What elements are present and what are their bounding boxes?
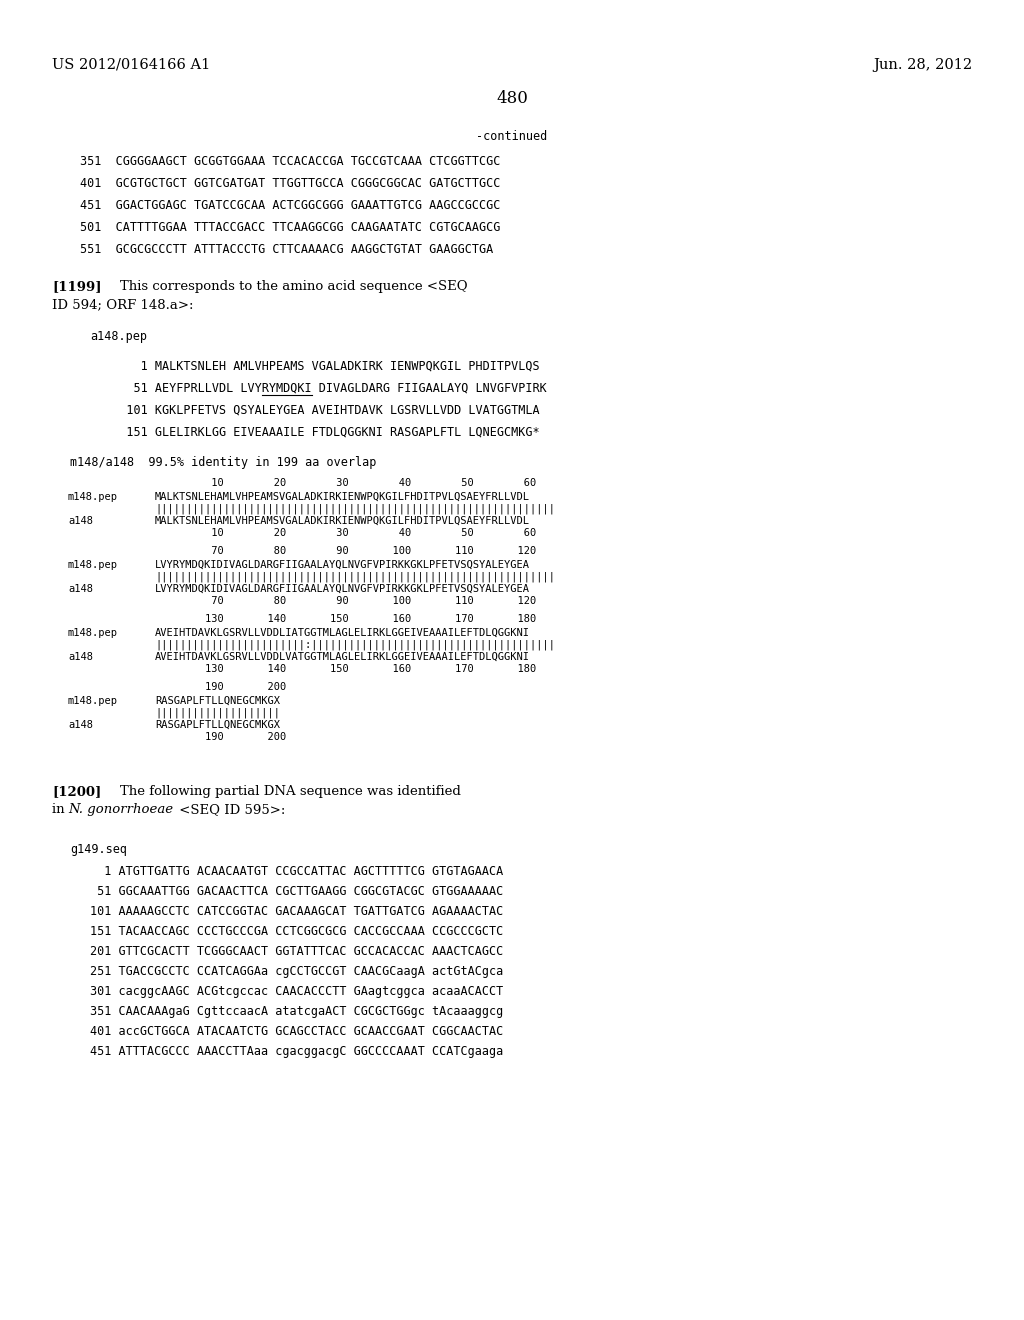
Text: 401  GCGTGCTGCT GGTCGATGAT TTGGTTGCCA CGGGCGGCAC GATGCTTGCC: 401 GCGTGCTGCT GGTCGATGAT TTGGTTGCCA CGG… [80,177,501,190]
Text: LVYRYMDQKIDIVAGLDARGFIIGAALAYQLNVGFVPIRKKGKLPFETVSQSYALEYGEA: LVYRYMDQKIDIVAGLDARGFIIGAALAYQLNVGFVPIRK… [155,560,530,570]
Text: m148.pep: m148.pep [68,628,118,638]
Text: 190       200: 190 200 [155,682,287,692]
Text: MALKTSNLEHAMLVHPEAMSVGALADKIRKIENWPQKGILFHDITPVLQSAEYFRLLVDL: MALKTSNLEHAMLVHPEAMSVGALADKIRKIENWPQKGIL… [155,492,530,502]
Text: 551  GCGCGCCCTT ATTTACCCTG CTTCAAAACG AAGGCTGTAT GAAGGCTGA: 551 GCGCGCCCTT ATTTACCCTG CTTCAAAACG AAG… [80,243,494,256]
Text: 451  GGACTGGAGC TGATCCGCAA ACTCGGCGGG GAAATTGTCG AAGCCGCCGC: 451 GGACTGGAGC TGATCCGCAA ACTCGGCGGG GAA… [80,199,501,213]
Text: -continued: -continued [476,129,548,143]
Text: AVEIHTDAVKLGSRVLLVDDLVATGGTMLAGLELIRKLGGEIVEAAAILEFTDLQGGKNI: AVEIHTDAVKLGSRVLLVDDLVATGGTMLAGLELIRKLGG… [155,652,530,663]
Text: a148: a148 [68,583,93,594]
Text: m148.pep: m148.pep [68,696,118,706]
Text: m148/a148  99.5% identity in 199 aa overlap: m148/a148 99.5% identity in 199 aa overl… [70,455,377,469]
Text: [1200]: [1200] [52,785,101,799]
Text: a148: a148 [68,719,93,730]
Text: RASGAPLFTLLQNEGCMKGX: RASGAPLFTLLQNEGCMKGX [155,696,280,706]
Text: 351  CGGGGAAGCT GCGGTGGAAA TCCACACCGA TGCCGTCAAA CTCGGTTCGC: 351 CGGGGAAGCT GCGGTGGAAA TCCACACCGA TGC… [80,154,501,168]
Text: 130       140       150       160       170       180: 130 140 150 160 170 180 [155,664,537,675]
Text: a148: a148 [68,516,93,525]
Text: 130       140       150       160       170       180: 130 140 150 160 170 180 [155,614,537,624]
Text: 10        20        30        40        50        60: 10 20 30 40 50 60 [155,478,537,488]
Text: ||||||||||||||||||||: |||||||||||||||||||| [155,708,280,718]
Text: m148.pep: m148.pep [68,560,118,570]
Text: a148.pep: a148.pep [90,330,147,343]
Text: 501  CATTTTGGAA TTTACCGACC TTCAAGGCGG CAAGAATATC CGTGCAAGCG: 501 CATTTTGGAA TTTACCGACC TTCAAGGCGG CAA… [80,220,501,234]
Text: 51 AEYFPRLLVDL LVYRYMDQKI DIVAGLDARG FIIGAALAYQ LNVGFVPIRK: 51 AEYFPRLLVDL LVYRYMDQKI DIVAGLDARG FII… [105,381,547,395]
Text: ||||||||||||||||||||||||:|||||||||||||||||||||||||||||||||||||||: ||||||||||||||||||||||||:|||||||||||||||… [155,640,555,651]
Text: Jun. 28, 2012: Jun. 28, 2012 [872,58,972,73]
Text: 151 GLELIRKLGG EIVEAAAILE FTDLQGGKNI RASGAPLFTL LQNEGCMKG*: 151 GLELIRKLGG EIVEAAAILE FTDLQGGKNI RAS… [105,426,540,440]
Text: MALKTSNLEHAMLVHPEAMSVGALADKIRKIENWPQKGILFHDITPVLQSAEYFRLLVDL: MALKTSNLEHAMLVHPEAMSVGALADKIRKIENWPQKGIL… [155,516,530,525]
Text: 190       200: 190 200 [155,733,287,742]
Text: g149.seq: g149.seq [70,843,127,855]
Text: 101 KGKLPFETVS QSYALEYGEA AVEIHTDAVK LGSRVLLVDD LVATGGTMLA: 101 KGKLPFETVS QSYALEYGEA AVEIHTDAVK LGS… [105,404,540,417]
Text: [1199]: [1199] [52,280,101,293]
Text: The following partial DNA sequence was identified: The following partial DNA sequence was i… [120,785,461,799]
Text: 401 accGCTGGCA ATACAATCTG GCAGCCTACC GCAACCGAAT CGGCAACTAC: 401 accGCTGGCA ATACAATCTG GCAGCCTACC GCA… [90,1026,503,1038]
Text: 70        80        90       100       110       120: 70 80 90 100 110 120 [155,546,537,556]
Text: 10        20        30        40        50        60: 10 20 30 40 50 60 [155,528,537,539]
Text: 480: 480 [496,90,528,107]
Text: 301 cacggcAAGC ACGtcgccac CAACACCCTT GAagtcggca acaaACACCT: 301 cacggcAAGC ACGtcgccac CAACACCCTT GAa… [90,985,503,998]
Text: 251 TGACCGCCTC CCATCAGGAa cgCCTGCCGT CAACGCaagA actGtACgca: 251 TGACCGCCTC CCATCAGGAa cgCCTGCCGT CAA… [90,965,503,978]
Text: AVEIHTDAVKLGSRVLLVDDLIATGGTMLAGLELIRKLGGEIVEAAAILEFTDLQGGKNI: AVEIHTDAVKLGSRVLLVDDLIATGGTMLAGLELIRKLGG… [155,628,530,638]
Text: ||||||||||||||||||||||||||||||||||||||||||||||||||||||||||||||||: ||||||||||||||||||||||||||||||||||||||||… [155,504,555,515]
Text: 1 MALKTSNLEH AMLVHPEAMS VGALADKIRK IENWPQKGIL PHDITPVLQS: 1 MALKTSNLEH AMLVHPEAMS VGALADKIRK IENWP… [105,360,540,374]
Text: 70        80        90       100       110       120: 70 80 90 100 110 120 [155,597,537,606]
Text: in: in [52,803,69,816]
Text: 351 CAACAAAgaG CgttccaacA atatcgaACT CGCGCTGGgc tAcaaaggcg: 351 CAACAAAgaG CgttccaacA atatcgaACT CGC… [90,1005,503,1018]
Text: 101 AAAAAGCCTC CATCCGGTAC GACAAAGCAT TGATTGATCG AGAAAACTAC: 101 AAAAAGCCTC CATCCGGTAC GACAAAGCAT TGA… [90,906,503,917]
Text: 201 GTTCGCACTT TCGGGCAACT GGTATTTCAC GCCACACCAC AAACTCAGCC: 201 GTTCGCACTT TCGGGCAACT GGTATTTCAC GCC… [90,945,503,958]
Text: LVYRYMDQKIDIVAGLDARGFIIGAALAYQLNVGFVPIRKKGKLPFETVSQSYALEYGEA: LVYRYMDQKIDIVAGLDARGFIIGAALAYQLNVGFVPIRK… [155,583,530,594]
Text: This corresponds to the amino acid sequence <SEQ: This corresponds to the amino acid seque… [120,280,468,293]
Text: a148: a148 [68,652,93,663]
Text: N. gonorrhoeae: N. gonorrhoeae [68,803,173,816]
Text: ID 594; ORF 148.a>:: ID 594; ORF 148.a>: [52,298,194,312]
Text: ||||||||||||||||||||||||||||||||||||||||||||||||||||||||||||||||: ||||||||||||||||||||||||||||||||||||||||… [155,572,555,582]
Text: RASGAPLFTLLQNEGCMKGX: RASGAPLFTLLQNEGCMKGX [155,719,280,730]
Text: m148.pep: m148.pep [68,492,118,502]
Text: 451 ATTTACGCCC AAACCTTAaa cgacggacgC GGCCCCAAAT CCATCgaaga: 451 ATTTACGCCC AAACCTTAaa cgacggacgC GGC… [90,1045,503,1059]
Text: 151 TACAACCAGC CCCTGCCCGA CCTCGGCGCG CACCGCCAAA CCGCCCGCTC: 151 TACAACCAGC CCCTGCCCGA CCTCGGCGCG CAC… [90,925,503,939]
Text: 1 ATGTTGATTG ACAACAATGT CCGCCATTAC AGCTTTTTCG GTGTAGAACA: 1 ATGTTGATTG ACAACAATGT CCGCCATTAC AGCTT… [90,865,503,878]
Text: 51 GGCAAATTGG GACAACTTCA CGCTTGAAGG CGGCGTACGC GTGGAAAAAC: 51 GGCAAATTGG GACAACTTCA CGCTTGAAGG CGGC… [90,884,503,898]
Text: US 2012/0164166 A1: US 2012/0164166 A1 [52,58,210,73]
Text: <SEQ ID 595>:: <SEQ ID 595>: [175,803,286,816]
